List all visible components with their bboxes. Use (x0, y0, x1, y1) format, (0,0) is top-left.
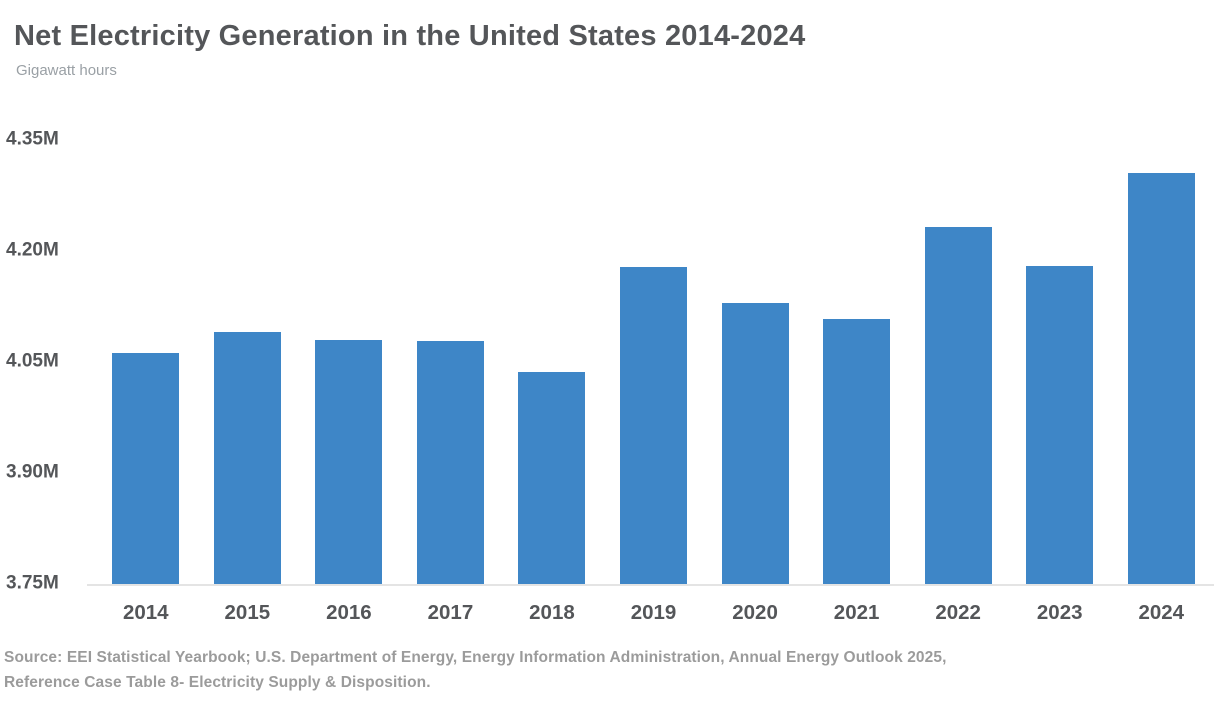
source-line-2: Reference Case Table 8- Electricity Supp… (4, 674, 431, 691)
source-note: Source: EEI Statistical Yearbook; U.S. D… (4, 645, 947, 695)
bar-2018 (518, 371, 586, 584)
chart-subtitle: Gigawatt hours (16, 62, 117, 79)
x-tick-label: 2023 (1036, 601, 1083, 624)
chart-title: Net Electricity Generation in the United… (14, 20, 806, 52)
bar-2024 (1127, 172, 1195, 584)
source-line-1: Source: EEI Statistical Yearbook; U.S. D… (4, 649, 947, 666)
x-tick-label: 2022 (935, 601, 981, 624)
bar-column (1110, 140, 1212, 584)
bar-column (1009, 140, 1111, 584)
bar-column (197, 140, 299, 584)
bar-column (603, 140, 705, 584)
x-tick-label: 2015 (224, 601, 271, 624)
bar-column (95, 140, 197, 584)
bar-column (806, 140, 908, 584)
x-tick-label: 2014 (122, 601, 169, 624)
y-tick-label: 4.05M (6, 350, 59, 372)
bar-2016 (315, 339, 383, 584)
y-tick-label: 4.35M (6, 128, 59, 150)
x-axis-baseline (87, 584, 1214, 586)
y-tick-label: 3.75M (6, 572, 59, 594)
plot-area (87, 140, 1214, 586)
y-axis: 4.35M 4.20M 4.05M 3.90M 3.75M (6, 129, 88, 594)
bar-2022 (924, 226, 992, 584)
x-tick-label: 2024 (1138, 601, 1185, 624)
bar-2021 (823, 319, 891, 584)
bar-column (298, 140, 400, 584)
bar-2014 (112, 353, 180, 584)
bar-2020 (721, 302, 789, 584)
y-tick-label: 3.90M (6, 461, 59, 483)
x-tick-label: 2017 (427, 601, 474, 624)
x-tick-label: 2020 (732, 601, 778, 624)
x-tick-label: 2016 (326, 601, 372, 624)
bar-column (704, 140, 806, 584)
bar-column (501, 140, 603, 584)
bar-column (907, 140, 1009, 584)
x-tick-label: 2019 (630, 601, 677, 624)
bar-2019 (620, 266, 687, 584)
bar-column (400, 140, 502, 584)
y-tick-label: 4.20M (6, 239, 59, 261)
x-tick-label: 2021 (833, 601, 880, 624)
x-axis: 2014 2015 2016 2017 2018 2019 2020 2021 2022 2023… (95, 601, 1212, 625)
bar-2017 (416, 341, 484, 584)
x-tick-label: 2018 (529, 601, 575, 624)
bar-2015 (213, 331, 281, 584)
bar-2023 (1026, 265, 1094, 584)
